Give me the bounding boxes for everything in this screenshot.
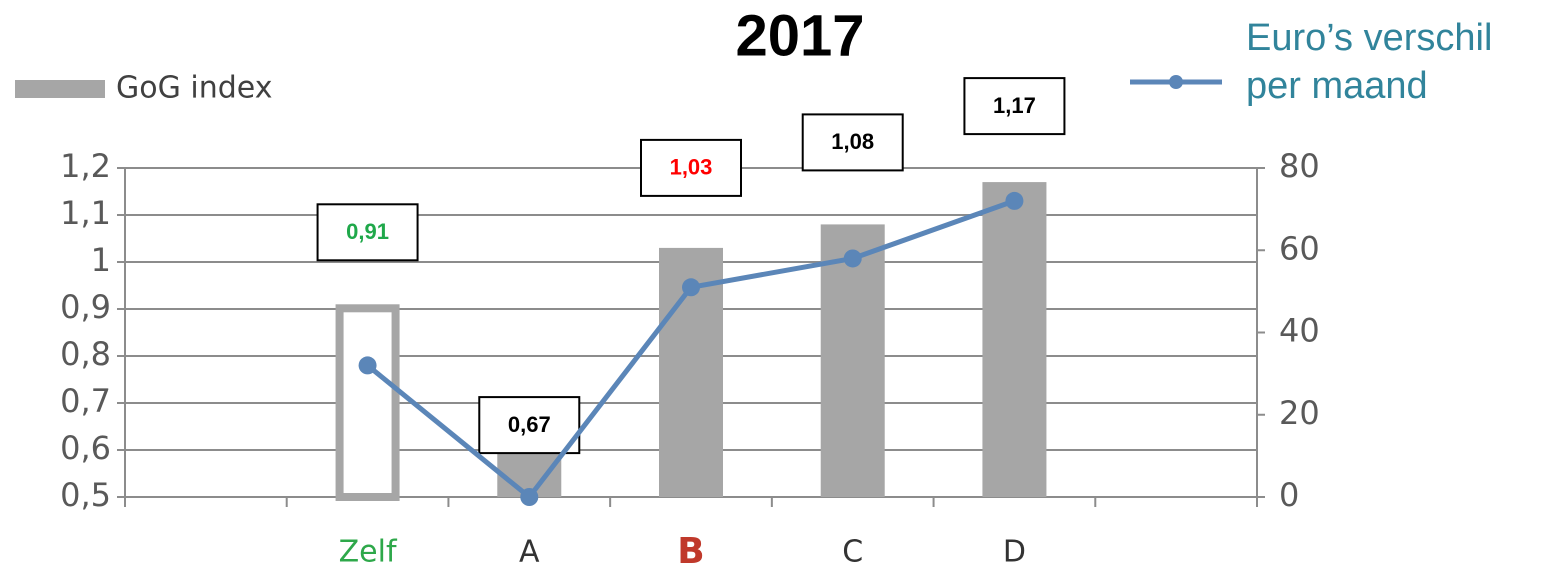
y-tick-label: 1 (91, 241, 111, 279)
y2-tick-label: 0 (1279, 476, 1299, 514)
y-tick-label: 0,7 (60, 382, 111, 420)
y2-tick-label: 60 (1279, 229, 1320, 267)
bar (820, 224, 885, 497)
chart-title: 2017 (735, 3, 864, 68)
line-marker (843, 249, 862, 268)
y-tick-label: 0,6 (60, 429, 111, 467)
legend-label: GoG index (116, 71, 272, 106)
value-label: 1,03 (670, 155, 713, 180)
legend-marker (1169, 75, 1183, 89)
line-marker (682, 278, 700, 297)
y2-tick-label: 80 (1279, 147, 1320, 185)
value-label: 0,67 (508, 412, 551, 437)
value-label: 1,17 (993, 93, 1036, 118)
value-label-box (316, 203, 419, 262)
y-tick-label: 0,5 (60, 476, 111, 514)
bar (982, 182, 1047, 497)
y-tick-label: 0,9 (60, 288, 111, 326)
x-tick-label: D (1003, 535, 1026, 570)
bar (335, 304, 400, 501)
x-tick-label: A (519, 535, 540, 570)
y2-tick-label: 40 (1279, 312, 1320, 350)
y-tick-label: 1,2 (60, 147, 111, 185)
x-tick-label: Zelf (339, 535, 398, 570)
line-marker (520, 488, 539, 506)
y-tick-label: 1,1 (60, 194, 111, 232)
legend-swatch (15, 80, 105, 98)
line-marker (358, 356, 377, 375)
x-tick-label: B (677, 531, 704, 572)
line-marker (1005, 191, 1024, 210)
value-label-box (801, 113, 904, 172)
legend-label: Euro’s verschil per maand (1246, 17, 1493, 107)
value-label-box (640, 138, 742, 197)
value-label-box (963, 77, 1066, 136)
y-tick-label: 0,8 (60, 335, 111, 373)
value-label: 0,91 (346, 219, 389, 244)
x-tick-label: C (842, 535, 863, 570)
y2-tick-label: 20 (1279, 394, 1320, 432)
value-label: 1,08 (831, 129, 874, 154)
value-label-box (478, 396, 581, 455)
